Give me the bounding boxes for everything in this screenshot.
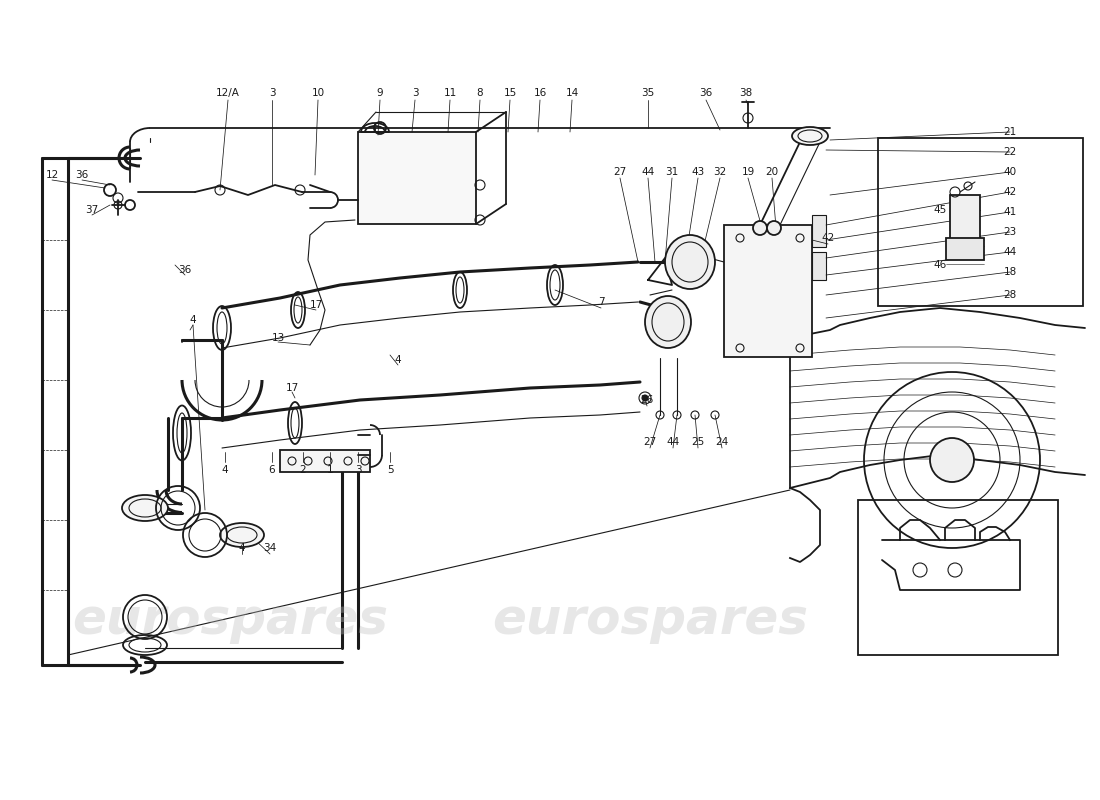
- Text: 2: 2: [299, 465, 306, 475]
- Text: 14: 14: [565, 88, 579, 98]
- Ellipse shape: [645, 296, 691, 348]
- Text: 5: 5: [387, 465, 394, 475]
- Bar: [724, 225, 812, 357]
- Text: 3: 3: [411, 88, 418, 98]
- Ellipse shape: [666, 235, 715, 289]
- Text: 22: 22: [1003, 147, 1016, 157]
- Ellipse shape: [220, 523, 264, 547]
- Text: 36: 36: [178, 265, 191, 275]
- Bar: [280, 450, 370, 472]
- Text: 1: 1: [327, 465, 333, 475]
- Text: 4: 4: [222, 465, 229, 475]
- Bar: [858, 500, 1058, 655]
- Text: 7: 7: [597, 297, 604, 307]
- Text: 36: 36: [76, 170, 89, 180]
- Text: 17: 17: [285, 383, 298, 393]
- Bar: [358, 132, 476, 224]
- Text: 16: 16: [534, 88, 547, 98]
- Text: 18: 18: [1003, 267, 1016, 277]
- Text: 38: 38: [739, 88, 752, 98]
- Text: 23: 23: [1003, 227, 1016, 237]
- Text: 36: 36: [700, 88, 713, 98]
- Text: 6: 6: [268, 465, 275, 475]
- Text: 34: 34: [263, 543, 276, 553]
- Text: 42: 42: [1003, 187, 1016, 197]
- Text: 40: 40: [1003, 167, 1016, 177]
- Text: 9: 9: [376, 88, 383, 98]
- Text: 27: 27: [644, 437, 657, 447]
- Bar: [946, 238, 984, 260]
- Ellipse shape: [122, 495, 168, 521]
- Text: 37: 37: [86, 205, 99, 215]
- Ellipse shape: [792, 127, 828, 145]
- Text: 21: 21: [1003, 127, 1016, 137]
- Text: 10: 10: [311, 88, 324, 98]
- Text: 45: 45: [934, 205, 947, 215]
- Text: eurospares: eurospares: [492, 596, 808, 644]
- Text: 4: 4: [239, 543, 245, 553]
- Text: 8: 8: [476, 88, 483, 98]
- Circle shape: [767, 221, 781, 235]
- Circle shape: [930, 438, 974, 482]
- Text: 11: 11: [443, 88, 456, 98]
- Text: 42: 42: [822, 233, 835, 243]
- Text: 44: 44: [1003, 247, 1016, 257]
- Text: 25: 25: [692, 437, 705, 447]
- Text: 28: 28: [1003, 290, 1016, 300]
- Text: 41: 41: [1003, 207, 1016, 217]
- Text: 20: 20: [766, 167, 779, 177]
- Text: 4: 4: [395, 355, 402, 365]
- Text: 3: 3: [268, 88, 275, 98]
- Text: 43: 43: [692, 167, 705, 177]
- Text: eurospares: eurospares: [72, 596, 388, 644]
- Text: 24: 24: [715, 437, 728, 447]
- Text: 13: 13: [272, 333, 285, 343]
- Bar: [878, 138, 1084, 306]
- Text: 44: 44: [641, 167, 654, 177]
- Text: 44: 44: [667, 437, 680, 447]
- Text: 3: 3: [354, 465, 361, 475]
- Text: 31: 31: [666, 167, 679, 177]
- Text: 17: 17: [309, 300, 322, 310]
- Circle shape: [754, 221, 767, 235]
- Circle shape: [642, 395, 648, 401]
- Bar: [812, 252, 826, 280]
- Text: 19: 19: [741, 167, 755, 177]
- Text: 15: 15: [504, 88, 517, 98]
- Text: 4: 4: [189, 315, 196, 325]
- Text: 12: 12: [45, 170, 58, 180]
- Text: 12/A: 12/A: [216, 88, 240, 98]
- Text: 35: 35: [641, 88, 654, 98]
- Text: 27: 27: [614, 167, 627, 177]
- Text: 26: 26: [640, 395, 653, 405]
- Bar: [812, 215, 826, 247]
- Bar: [950, 195, 980, 240]
- Text: 46: 46: [934, 260, 947, 270]
- Text: 32: 32: [714, 167, 727, 177]
